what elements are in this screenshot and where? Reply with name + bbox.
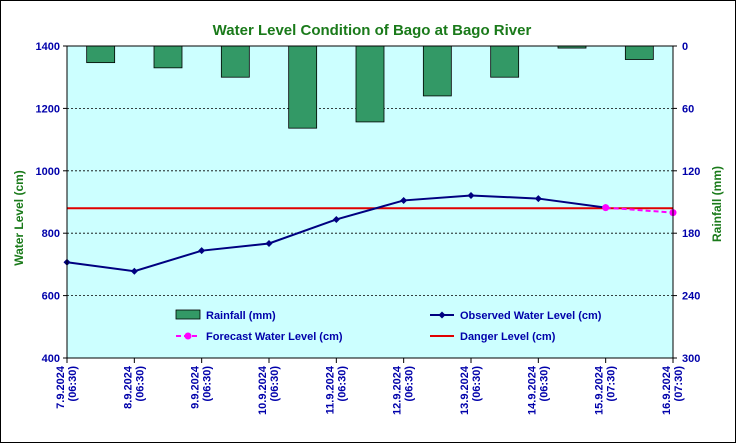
- observed-point: [534, 195, 542, 203]
- x-tick-label: 13.9.2024(06:30): [459, 365, 483, 415]
- x-tick-label: 9.9.2024(06:30): [190, 365, 214, 409]
- x-tick-label: 14.9.2024(06:30): [526, 365, 550, 415]
- plot-frame: [66, 45, 674, 359]
- left-tick-label: 600: [42, 291, 60, 303]
- right-tick-label: 300: [682, 353, 700, 365]
- right-axis-title: Rainfall (mm): [710, 166, 724, 242]
- legend-marker-forecast: [184, 332, 192, 340]
- observed-point: [467, 191, 475, 199]
- rainfall-bar: [355, 45, 385, 123]
- observed-point: [400, 196, 408, 204]
- forecast-water-level-series: [602, 204, 677, 217]
- left-tick-label: 1200: [36, 103, 60, 115]
- rainfall-bar: [288, 45, 318, 129]
- right-tick-label: 120: [682, 166, 700, 178]
- legend: Rainfall (mm) Observed Water Level (cm) Fo…: [175, 309, 602, 343]
- legend-swatch-rainfall: [175, 309, 201, 320]
- legend-label-forecast: Forecast Water Level (cm): [206, 331, 343, 343]
- forecast-line: [605, 206, 674, 214]
- forecast-point: [602, 204, 610, 212]
- right-tick-label: 0: [682, 41, 688, 53]
- x-tick-label: 11.9.2024(06:30): [324, 365, 348, 414]
- chart-title: Water Level Condition of Bago at Bago Ri…: [213, 22, 532, 39]
- observed-water-level-series: [63, 191, 610, 275]
- gridlines: [67, 108, 673, 297]
- x-tick-label: 8.9.2024(06:30): [122, 365, 146, 409]
- observed-point: [332, 215, 340, 223]
- observed-point: [265, 239, 273, 247]
- observed-point: [130, 267, 138, 275]
- x-tick-label: 7.9.2024(06:30): [55, 365, 79, 409]
- left-tick-label: 1000: [36, 166, 60, 178]
- x-tick-label: 15.9.2024(07:30): [594, 365, 618, 415]
- x-tick-label: 16.9.2024(07:30): [661, 365, 685, 415]
- rainfall-bar: [422, 45, 452, 97]
- right-axis-ticks: 0 60 120 180 240 300: [673, 41, 700, 365]
- legend-label-danger: Danger Level (cm): [460, 331, 556, 343]
- rainfall-bar: [220, 45, 250, 78]
- legend-label-rainfall: Rainfall (mm): [206, 310, 276, 322]
- left-tick-label: 400: [42, 353, 60, 365]
- x-tick-label: 12.9.2024(06:30): [392, 365, 416, 415]
- left-axis-title: Water Level (cm): [12, 170, 26, 266]
- right-tick-label: 240: [682, 291, 700, 303]
- legend-label-observed: Observed Water Level (cm): [460, 310, 602, 322]
- axes: [66, 45, 674, 359]
- legend-marker-observed: [438, 311, 446, 319]
- observed-point: [198, 247, 206, 255]
- left-tick-label: 1400: [36, 41, 60, 53]
- rainfall-bars: [86, 45, 654, 129]
- rainfall-bar: [490, 45, 520, 78]
- x-tick-label: 10.9.2024(06:30): [257, 365, 281, 415]
- x-axis-ticks: 7.9.2024(06:30) 8.9.2024(06:30) 9.9.2024(0…: [55, 358, 685, 415]
- rainfall-bar: [153, 45, 183, 69]
- left-axis-ticks: 400 600 800 1000 1200 1400: [36, 41, 67, 365]
- right-tick-label: 60: [682, 103, 694, 115]
- left-tick-label: 800: [42, 228, 60, 240]
- rainfall-bar: [624, 45, 654, 60]
- rainfall-bar: [86, 45, 116, 64]
- right-tick-label: 180: [682, 228, 700, 240]
